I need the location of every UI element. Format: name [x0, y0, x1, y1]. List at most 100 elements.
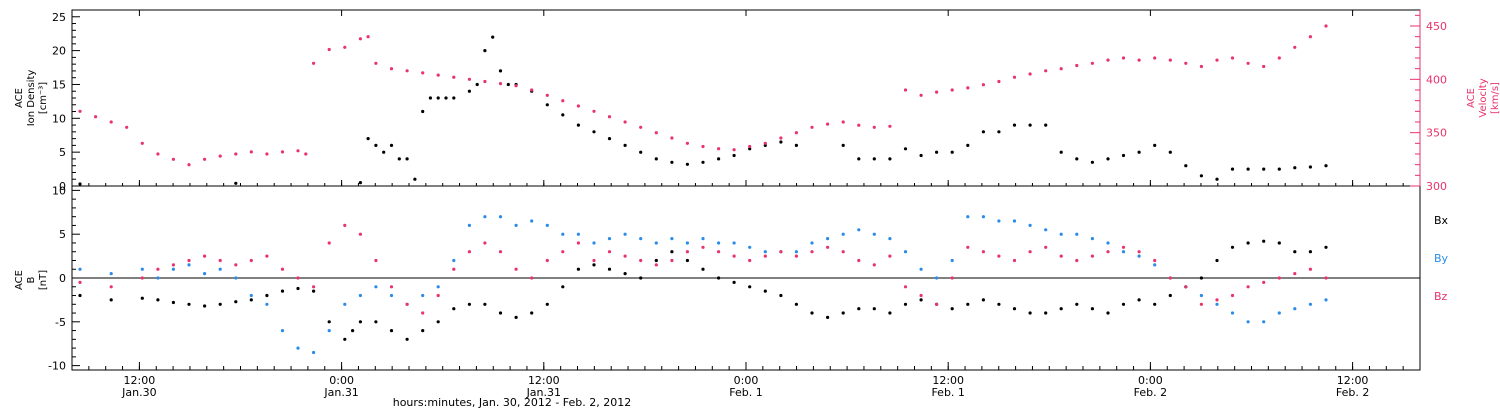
top-point-s1-47 — [779, 136, 783, 140]
top-point-s0-8 — [405, 157, 409, 161]
top-point-s1-22 — [389, 67, 394, 71]
bottom-point-Bx-9 — [249, 298, 253, 302]
top-point-s0-70 — [1308, 165, 1312, 169]
legend-bx: Bx — [1434, 214, 1449, 227]
top-point-s1-81 — [1308, 35, 1312, 39]
bottom-point-Bx-39 — [701, 267, 705, 271]
top-point-s0-29 — [639, 150, 643, 154]
bottom-point-Bx-30 — [561, 285, 565, 289]
top-point-s0-42 — [872, 157, 876, 161]
time-hour-label-5: 0:00 — [1138, 374, 1163, 387]
top-point-s0-25 — [576, 123, 581, 127]
top-point-s1-34 — [576, 104, 581, 108]
top-point-s1-10 — [234, 152, 238, 156]
top-point-s0-57 — [1106, 157, 1110, 161]
bottom-point-By-32 — [607, 237, 612, 241]
bottom-point-Bx-27 — [514, 315, 518, 319]
bottom-point-By-66 — [1137, 254, 1141, 258]
top-point-s1-12 — [265, 152, 269, 156]
top-left-ylabel-line2: Ion Density — [26, 70, 37, 127]
bottom-point-By-20 — [421, 293, 425, 298]
top-point-s0-43 — [888, 157, 892, 161]
top-point-s0-16 — [475, 82, 479, 87]
bottom-point-Bz-71 — [1215, 298, 1219, 302]
top-point-s0-6 — [389, 143, 394, 147]
bottom-point-By-51 — [903, 250, 908, 254]
top-point-s1-78 — [1262, 64, 1266, 69]
bottom-point-Bz-47 — [841, 250, 845, 254]
bottom-point-By-11 — [280, 329, 285, 333]
bottom-point-By-67 — [1153, 263, 1157, 267]
top-point-s1-41 — [685, 141, 690, 145]
top-point-s1-48 — [794, 131, 799, 135]
bottom-point-Bz-17 — [374, 258, 378, 263]
top-point-s0-14 — [452, 96, 456, 100]
top-point-s1-30 — [514, 84, 518, 88]
top-point-s1-73 — [1184, 61, 1188, 65]
top-point-s0-5 — [382, 150, 386, 154]
bottom-point-Bx-43 — [763, 289, 767, 293]
bottom-point-By-74 — [1262, 320, 1266, 324]
bottom-point-By-72 — [1230, 311, 1235, 315]
time-hour-label-0: 12:00 — [124, 374, 156, 387]
top-point-s1-7 — [187, 163, 191, 167]
top-point-s1-0 — [78, 109, 82, 113]
top-point-s0-58 — [1121, 153, 1126, 158]
bottom-point-By-21 — [436, 285, 440, 289]
bottom-point-Bz-63 — [1090, 254, 1094, 258]
bottom-point-Bx-7 — [218, 302, 222, 306]
bottom-point-By-23 — [467, 223, 471, 227]
top-point-s0-49 — [981, 130, 986, 134]
bottom-point-Bx-37 — [670, 250, 674, 254]
top-right-ylabel-line3: [km/s] — [1490, 82, 1500, 114]
top-point-s1-6 — [171, 157, 175, 161]
bottom-point-By-53 — [935, 276, 939, 280]
bottom-point-Bx-33 — [607, 267, 612, 271]
top-left-ylabel-line1: ACE — [14, 88, 25, 108]
bottom-point-Bx-60 — [1028, 311, 1032, 315]
bottom-tick-label-3: 5 — [59, 228, 66, 241]
bottom-point-Bz-23 — [467, 250, 471, 254]
top-point-s1-60 — [981, 83, 986, 87]
time-hour-label-1: 0:00 — [329, 374, 354, 387]
top-point-s0-54 — [1059, 150, 1063, 154]
bottom-point-By-36 — [670, 237, 674, 241]
top-point-s0-31 — [670, 160, 674, 164]
top-point-s1-33 — [561, 99, 565, 103]
bottom-point-Bx-52 — [903, 302, 908, 306]
bottom-point-Bz-64 — [1106, 250, 1110, 254]
bottom-point-Bx-73 — [1230, 245, 1235, 249]
bottom-point-Bx-18 — [374, 320, 378, 324]
top-point-s0-62 — [1184, 164, 1188, 168]
top-point-s0-17 — [483, 49, 487, 53]
bottom-point-Bz-37 — [685, 250, 690, 254]
top-point-s1-24 — [421, 71, 425, 75]
bottom-point-By-58 — [1012, 219, 1017, 223]
bottom-point-Bx-8 — [234, 300, 238, 304]
bottom-point-Bx-21 — [421, 329, 425, 333]
bottom-point-Bz-7 — [218, 258, 222, 263]
top-point-s1-61 — [997, 79, 1001, 84]
bottom-point-By-48 — [857, 228, 861, 232]
bottom-point-Bz-11 — [280, 267, 285, 271]
top-point-s0-55 — [1075, 157, 1079, 161]
top-point-s1-23 — [405, 69, 409, 73]
top-right-tick-label-1: 350 — [1426, 127, 1447, 140]
top-point-s1-38 — [639, 125, 643, 129]
top-point-s0-19 — [498, 69, 503, 73]
bottom-point-By-18 — [389, 293, 394, 298]
bottom-point-By-24 — [483, 215, 487, 219]
top-point-s0-48 — [966, 143, 970, 147]
top-point-s1-32 — [545, 93, 549, 97]
bottom-point-Bx-20 — [405, 337, 409, 341]
top-point-s1-62 — [1012, 75, 1017, 79]
bottom-point-By-60 — [1044, 228, 1048, 232]
top-point-s1-56 — [919, 93, 923, 97]
top-point-s1-42 — [701, 144, 705, 149]
top-point-s0-63 — [1199, 174, 1203, 178]
bottom-point-Bz-49 — [872, 263, 876, 267]
top-point-s0-71 — [1324, 164, 1328, 168]
bottom-point-Bx-66 — [1121, 302, 1126, 306]
bottom-point-Bz-18 — [389, 285, 394, 289]
top-point-s1-67 — [1090, 61, 1094, 65]
